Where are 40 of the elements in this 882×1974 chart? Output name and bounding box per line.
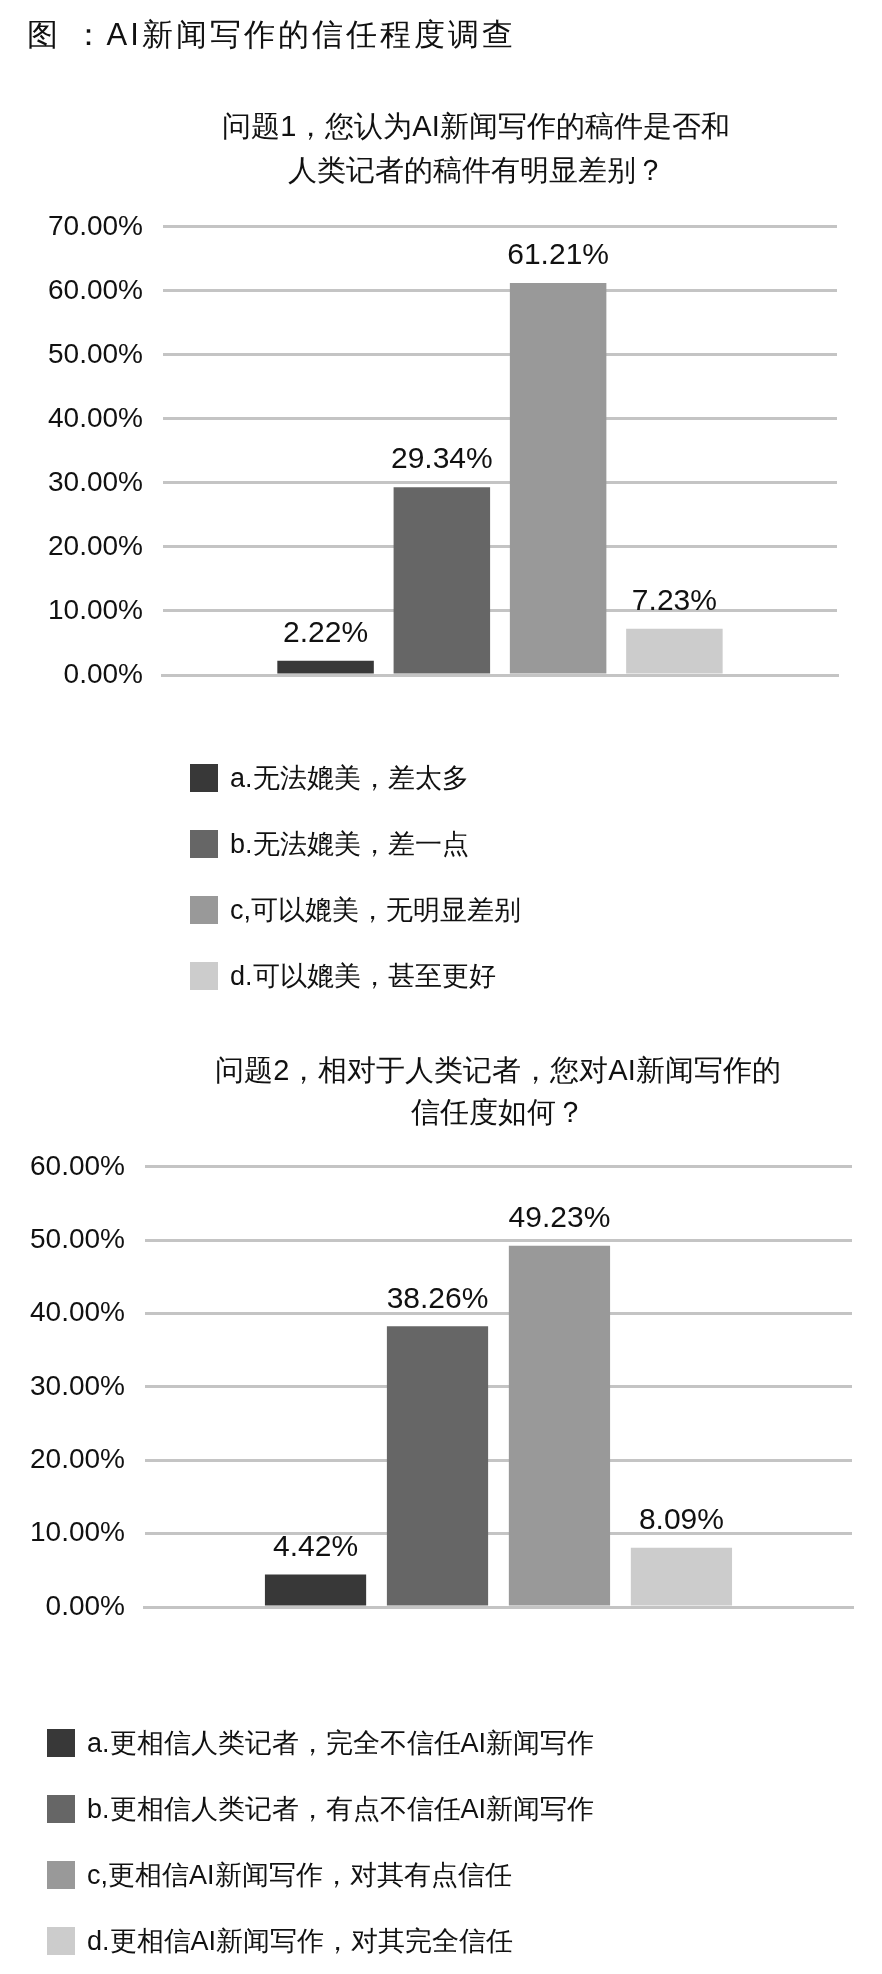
data-label: 38.26% [386,1280,489,1314]
y-tick-label: 40.00% [48,401,143,433]
data-label: 49.23% [508,1200,611,1234]
data-label: 7.23% [631,582,717,616]
chart-title: 问题2，相对于人类记者，您对AI新闻写作的信任度如何？ [214,1053,782,1130]
legend-label: c,更相信AI新闻写作，对其有点信任 [87,1859,512,1892]
bar [393,487,491,674]
bar [277,660,374,674]
data-label: 8.09% [638,1501,724,1535]
legend-label: d.可以媲美，甚至更好 [230,960,496,993]
y-tick-label: 50.00% [30,1222,125,1254]
legend-label: c,可以媲美，无明显差别 [230,894,522,927]
y-tick-label: 10.00% [30,1516,125,1548]
bar [508,1245,611,1606]
legend-label: a.更相信人类记者，完全不信任AI新闻写作 [87,1727,595,1760]
y-tick-label: 30.00% [30,1369,125,1401]
y-tick-label: 60.00% [48,273,143,305]
y-tick-label: 20.00% [48,529,143,561]
y-tick-label: 0.00% [63,657,143,689]
legend-label: a.无法媲美，差太多 [230,762,469,795]
y-tick-label: 10.00% [48,593,143,625]
legend-label: b.无法媲美，差一点 [230,828,469,861]
bar [264,1574,367,1606]
y-tick-label: 60.00% [30,1149,125,1181]
chart-title: 问题1，您认为AI新闻写作的稿件是否和人类记者的稿件有明显差别？ [221,109,731,188]
bar [386,1326,489,1606]
data-label: 4.42% [273,1528,359,1562]
data-label: 61.21% [507,237,609,271]
y-tick-label: 0.00% [45,1589,125,1621]
text: 图 ：AI新闻写作的信任程度调查 [27,16,516,54]
data-label: 29.34% [390,441,493,475]
data-label: 2.22% [283,615,369,649]
legend-label: d.更相信AI新闻写作，对其完全信任 [87,1925,514,1958]
y-tick-label: 40.00% [30,1296,125,1328]
legend-label: b.更相信人类记者，有点不信任AI新闻写作 [87,1793,595,1826]
y-tick-label: 30.00% [48,465,143,497]
bar [509,283,607,674]
y-tick-label: 20.00% [30,1442,125,1474]
y-tick-label: 50.00% [48,337,143,369]
y-tick-label: 70.00% [48,209,143,241]
